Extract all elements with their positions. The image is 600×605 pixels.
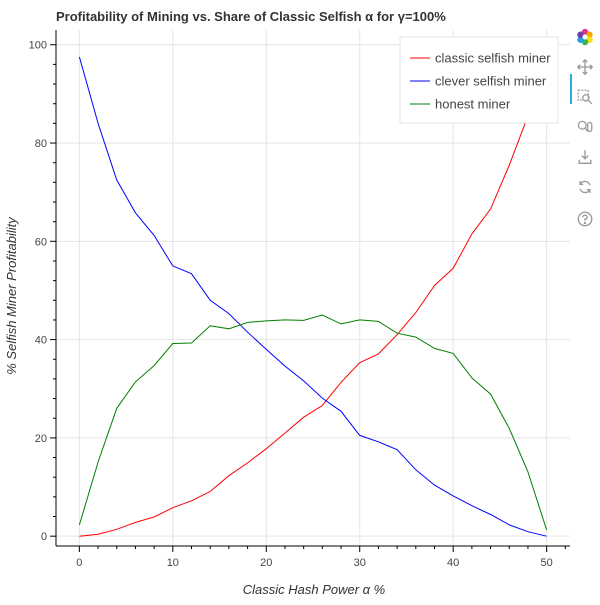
chart-title: Profitability of Mining vs. Share of Cla…	[56, 9, 446, 24]
y-tick-label: 0	[41, 531, 47, 543]
x-tick-label: 20	[260, 557, 272, 569]
help-icon[interactable]	[574, 208, 596, 230]
y-tick-label: 60	[35, 236, 47, 248]
x-tick-label: 30	[354, 557, 366, 569]
series-line-3	[78, 314, 548, 530]
x-tick-label: 0	[76, 557, 82, 569]
save-icon[interactable]	[574, 146, 596, 168]
x-tick-label: 50	[541, 557, 553, 569]
legend-label: clever selfish miner	[435, 74, 547, 89]
active-tool-indicator	[570, 74, 572, 104]
x-axis-title: Classic Hash Power α %	[243, 582, 386, 597]
y-axis-title: % Selfish Miner Profitability	[4, 216, 19, 375]
series-line-1	[79, 54, 548, 537]
box-zoom-icon[interactable]	[574, 86, 596, 108]
bokeh-logo-icon[interactable]	[574, 26, 596, 48]
legend-box	[399, 36, 559, 124]
reset-icon[interactable]	[574, 176, 596, 198]
legend-label: honest miner	[435, 97, 511, 112]
legend: classic selfish miner clever selfish mine…	[399, 36, 559, 124]
series-line-2	[78, 56, 547, 537]
toolbar	[570, 22, 600, 262]
wheel-zoom-icon[interactable]	[574, 116, 596, 138]
legend-label: classic selfish miner	[435, 51, 551, 66]
plot-lines	[78, 54, 548, 537]
axes: 0 10 20 30 40 50 0 20 40 60 80 100	[29, 30, 570, 569]
x-tick-label: 40	[447, 557, 459, 569]
y-tick-label: 40	[35, 335, 47, 347]
y-tick-label: 80	[35, 138, 47, 150]
x-tick-label: 10	[167, 557, 179, 569]
y-tick-label: 100	[29, 40, 47, 52]
pan-icon[interactable]	[574, 56, 596, 78]
y-tick-label: 20	[35, 433, 47, 445]
